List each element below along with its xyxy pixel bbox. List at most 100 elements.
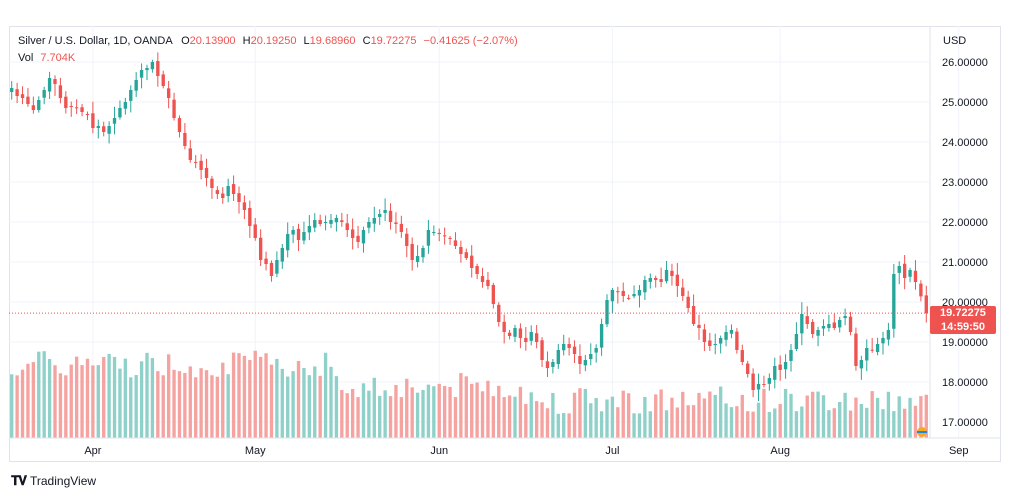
time-axis[interactable]: AprMayJunJulAugSepOct	[84, 445, 1001, 457]
volume-bar	[497, 385, 501, 438]
candle-body	[805, 316, 809, 324]
volume-bar	[881, 409, 885, 438]
candle-body	[26, 96, 30, 104]
volume-value: 7.704K	[40, 52, 76, 64]
candle-body	[816, 330, 820, 336]
candle-body	[69, 105, 73, 107]
candle-body	[729, 330, 734, 334]
candle-body	[313, 220, 317, 228]
candle-body	[670, 270, 674, 276]
volume-bar	[69, 364, 73, 438]
price-axis[interactable]: 26.00000 25.00000 24.00000 23.00000 22.00000…	[942, 57, 988, 429]
volume-bar	[686, 405, 690, 438]
candle-body	[161, 74, 165, 86]
volume-bar	[372, 377, 376, 438]
candle-body	[767, 378, 772, 384]
volume-bar	[810, 391, 815, 438]
candle-body	[832, 322, 836, 328]
candle-body	[675, 274, 680, 286]
volume-bar	[886, 391, 891, 438]
candle-body	[838, 320, 842, 328]
volume-bar	[64, 375, 68, 438]
volume-bar	[562, 413, 566, 438]
volume-bar	[334, 376, 339, 438]
volume-bar	[556, 413, 560, 438]
volume-bar	[15, 375, 19, 438]
candle-body	[567, 344, 571, 348]
price-tick-label: 20.00000	[942, 297, 988, 309]
price-chart[interactable]: USD 26.00000 25.00000 24.00000 23.00000 22.0…	[9, 26, 1001, 462]
volume-label[interactable]: Vol	[18, 52, 34, 64]
volume-bar	[908, 397, 912, 438]
volume-bar	[821, 395, 826, 438]
candle-body	[480, 276, 485, 282]
candle-body	[756, 384, 761, 390]
volume-bar	[643, 396, 647, 438]
candle-body	[783, 362, 788, 370]
volume-bar	[437, 383, 441, 438]
candle-body	[53, 79, 57, 84]
volume-bar	[545, 408, 550, 438]
volume-bar	[529, 392, 533, 438]
volume-bar	[589, 403, 593, 438]
candle-body	[118, 108, 122, 118]
candle-body	[740, 350, 744, 362]
candle-body	[139, 70, 144, 78]
candle-body	[810, 321, 815, 334]
volume-bar	[242, 355, 247, 438]
volume-bar	[453, 397, 458, 438]
candle-body	[735, 331, 739, 350]
volume-bar	[572, 392, 577, 438]
candle-body	[654, 278, 658, 280]
candle-body	[491, 285, 496, 304]
candle-body	[886, 330, 891, 340]
candle-body	[426, 230, 431, 246]
volume-bar	[156, 371, 160, 438]
candle-body	[85, 113, 90, 115]
volume-bar	[350, 388, 355, 438]
volume-bar	[166, 354, 171, 438]
candle-body	[432, 232, 436, 233]
volume-bar	[518, 386, 523, 438]
currency-icon[interactable]	[917, 427, 927, 437]
candle-body	[718, 338, 723, 344]
candle-body	[372, 218, 376, 224]
candle-body	[199, 160, 203, 170]
volume-bar	[85, 358, 90, 438]
candle-body	[502, 321, 506, 332]
candle-body	[64, 96, 68, 108]
candle-body	[870, 349, 874, 351]
volume-bar	[426, 384, 431, 438]
symbol-title[interactable]: Silver / U.S. Dollar, 1D, OANDA	[18, 35, 173, 47]
volume-bar	[42, 351, 46, 438]
candle-body	[286, 234, 290, 251]
high-value: 20.19250	[250, 35, 297, 47]
volume-bar	[713, 394, 717, 438]
candle-body	[394, 222, 398, 224]
candle-body	[318, 219, 322, 224]
candle-body	[556, 350, 560, 365]
candle-body	[524, 337, 528, 342]
volume-bar	[323, 352, 328, 438]
candle-body	[410, 243, 414, 260]
tradingview-logo-icon: 𝐓𝐕	[11, 473, 27, 488]
candle-body	[221, 193, 225, 198]
volume-bar	[594, 398, 598, 438]
volume-bar	[913, 405, 918, 438]
candle-body	[80, 107, 84, 112]
volume-bar	[145, 352, 149, 438]
candle-body	[226, 186, 230, 197]
candle-body	[361, 230, 366, 244]
candle-body	[107, 126, 111, 134]
volume-bar	[394, 384, 398, 438]
candle-body	[848, 316, 853, 332]
candle-body	[475, 266, 479, 274]
tradingview-branding[interactable]: 𝐓𝐕 TradingView	[11, 473, 96, 489]
volume-bar	[832, 408, 836, 438]
volume-bar	[740, 394, 744, 438]
candle-body	[589, 354, 593, 360]
volume-bar	[367, 390, 371, 438]
candle-body	[562, 344, 566, 351]
candle-body	[129, 90, 133, 101]
volume-bar	[670, 397, 674, 438]
